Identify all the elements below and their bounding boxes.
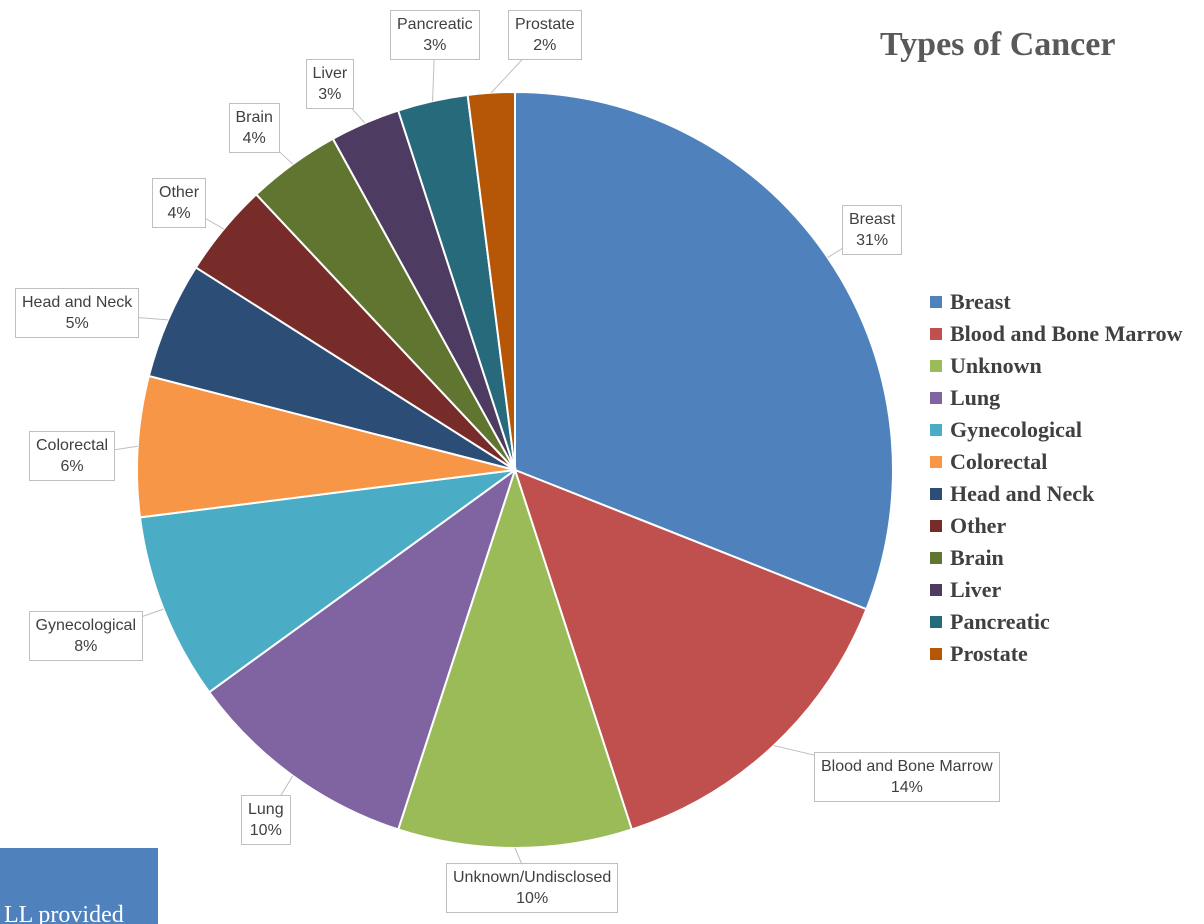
data-label-name: Colorectal [36,437,109,454]
legend-item: Head and Neck [930,478,1182,510]
legend-item: Blood and Bone Marrow [930,318,1182,350]
legend-swatch [930,296,942,308]
legend-item: Lung [930,382,1182,414]
legend-swatch [930,360,942,372]
corner-box: LL provided [0,848,158,924]
legend-label: Lung [950,385,1001,410]
corner-text: LL provided [4,902,124,924]
data-label-name: Blood and Bone Marrow [821,758,993,775]
legend-swatch [930,584,942,596]
legend-item: Pancreatic [930,606,1182,638]
legend-swatch [930,328,942,340]
data-label: Other 4% [152,178,207,228]
data-label: Breast 31% [842,205,903,255]
data-label-name: Prostate [515,16,575,33]
legend-label: Pancreatic [950,609,1050,634]
data-label-value: 5% [65,315,89,332]
data-label-value: 10% [249,822,282,839]
legend-item: Prostate [930,638,1182,670]
data-label-value: 14% [890,779,923,796]
legend-item: Gynecological [930,414,1182,446]
data-label: Brain 4% [228,103,280,153]
data-label-value: 3% [423,37,447,54]
pie-slice-gynecological [138,469,516,694]
data-label: Lung 10% [241,795,291,845]
data-label-name: Pancreatic [397,16,473,33]
data-label-name: Lung [248,801,284,818]
data-label: Blood and Bone Marrow 14% [814,752,1000,802]
legend-swatch [930,520,942,532]
legend-item: Other [930,510,1182,542]
legend-item: Brain [930,542,1182,574]
pie-slice-colorectal [136,374,516,519]
data-label-name: Gynecological [35,617,137,634]
legend-swatch [930,424,942,436]
data-label-value: 4% [167,205,191,222]
legend-item: Colorectal [930,446,1182,478]
data-label-value: 2% [533,37,557,54]
data-label: Unknown/Undisclosed 10% [446,863,619,913]
pie-slice-lung [207,467,517,831]
data-label: Gynecological 8% [28,611,143,661]
legend-label: Other [950,513,1007,538]
data-label-value: 6% [60,458,84,475]
legend-swatch [930,488,942,500]
legend-item: Breast [930,286,1182,318]
legend-swatch [930,392,942,404]
data-label-name: Unknown/Undisclosed [453,869,612,886]
legend-label: Liver [950,577,1002,602]
pie-slice-unknown [396,466,634,849]
data-label-name: Liver [312,65,348,82]
legend-label: Gynecological [950,417,1082,442]
legend-label: Colorectal [950,449,1048,474]
legend-label: Breast [950,289,1011,314]
data-label: Head and Neck 5% [15,288,140,338]
data-label: Liver 3% [305,59,355,109]
legend-swatch [930,648,942,660]
data-label: Colorectal 6% [29,431,116,481]
data-label-value: 4% [242,130,266,147]
data-label-name: Brain [235,109,273,126]
legend: Breast Blood and Bone Marrow Unknown Lung Gy… [930,286,1182,670]
data-label-name: Other [159,184,200,201]
data-label-name: Head and Neck [22,294,133,311]
legend-item: Unknown [930,350,1182,382]
legend-label: Blood and Bone Marrow [950,321,1183,346]
data-label-value: 8% [74,638,98,655]
data-label: Pancreatic 3% [390,10,480,60]
legend-label: Unknown [950,353,1042,378]
legend-label: Head and Neck [950,481,1095,506]
legend-item: Liver [930,574,1182,606]
chart-title: Types of Cancer [880,26,1116,63]
data-label: Prostate 2% [508,10,582,60]
data-label-name: Breast [849,211,896,228]
data-label-value: 3% [318,86,342,103]
data-label-value: 31% [856,232,889,249]
legend-label: Brain [950,545,1004,570]
legend-swatch [930,456,942,468]
legend-swatch [930,552,942,564]
legend-label: Prostate [950,641,1028,666]
data-label-value: 10% [516,890,549,907]
legend-swatch [930,616,942,628]
pie-slice-prostate [466,90,516,471]
